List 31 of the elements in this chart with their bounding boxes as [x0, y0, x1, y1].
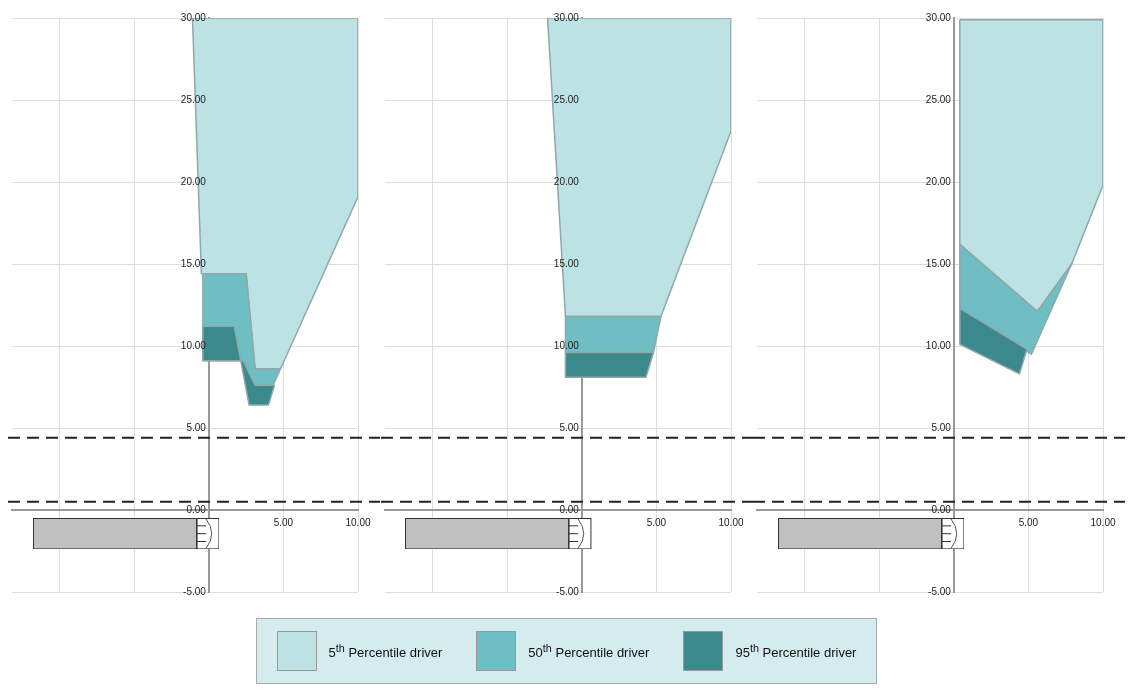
text: 95$^{th}$ Percentile driver: [735, 641, 857, 661]
y-tick-label: 15.00: [180, 257, 207, 269]
y-tick-label: -5.00: [555, 585, 579, 597]
x-tick-label: 5.00: [1018, 516, 1039, 528]
y-tick-label: 5.00: [186, 421, 207, 433]
y-tick-label: 25.00: [553, 93, 579, 105]
x-tick-label: 10.00: [1090, 516, 1116, 528]
y-tick-label: 30.00: [925, 11, 952, 23]
y-tick-label: 25.00: [925, 93, 952, 105]
y-tick-label: 15.00: [925, 257, 952, 269]
y-tick-label: 10.00: [925, 339, 952, 351]
y-tick-label: 0.00: [558, 503, 579, 515]
y-tick-label: 20.00: [553, 175, 579, 187]
y-tick-label: 25.00: [180, 93, 207, 105]
y-tick-label: 15.00: [553, 257, 579, 269]
y-tick-label: 30.00: [553, 11, 579, 23]
x-tick-label: 10.00: [345, 516, 371, 528]
x-tick-label: 5.00: [646, 516, 667, 528]
y-tick-label: 30.00: [180, 11, 207, 23]
text: 5$^{th}$ Percentile driver: [328, 641, 443, 661]
x-tick-label: 10.00: [717, 516, 744, 528]
y-tick-label: 0.00: [931, 503, 952, 515]
y-tick-label: 5.00: [558, 421, 579, 433]
y-tick-label: 0.00: [186, 503, 207, 515]
y-tick-label: 5.00: [931, 421, 952, 433]
x-tick-label: 5.00: [273, 516, 294, 528]
y-tick-label: 20.00: [925, 175, 952, 187]
y-tick-label: -5.00: [928, 585, 952, 597]
y-tick-label: 20.00: [180, 175, 207, 187]
text: 50$^{th}$ Percentile driver: [528, 641, 650, 661]
y-tick-label: -5.00: [183, 585, 207, 597]
